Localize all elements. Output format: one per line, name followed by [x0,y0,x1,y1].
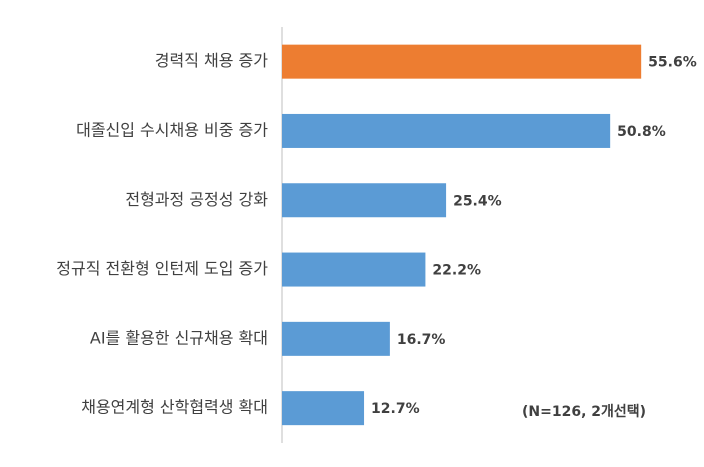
bar [282,183,447,218]
annotation: (N=126, 2개선택) [522,403,646,420]
bar [282,44,642,79]
bar [282,391,365,426]
bar [282,252,426,287]
value-label: 25.4% [453,193,502,209]
value-label: 22.2% [432,263,481,279]
category-label: 채용연계형 산학협력생 확대 [81,398,268,417]
category-label: 정규직 전환형 인턴제 도입 증가 [56,259,268,278]
value-label: 12.7% [371,401,420,417]
category-label: AI를 활용한 신규채용 확대 [90,328,268,347]
value-label: 16.7% [397,332,446,348]
category-label: 경력직 채용 증가 [155,51,268,70]
bar [282,321,390,356]
value-label: 55.6% [648,55,697,71]
category-label: 전형과정 공정성 강화 [125,190,268,209]
bar [282,113,611,148]
value-label: 50.8% [617,124,666,140]
category-label: 대졸신입 수시채용 비중 증가 [76,120,268,139]
